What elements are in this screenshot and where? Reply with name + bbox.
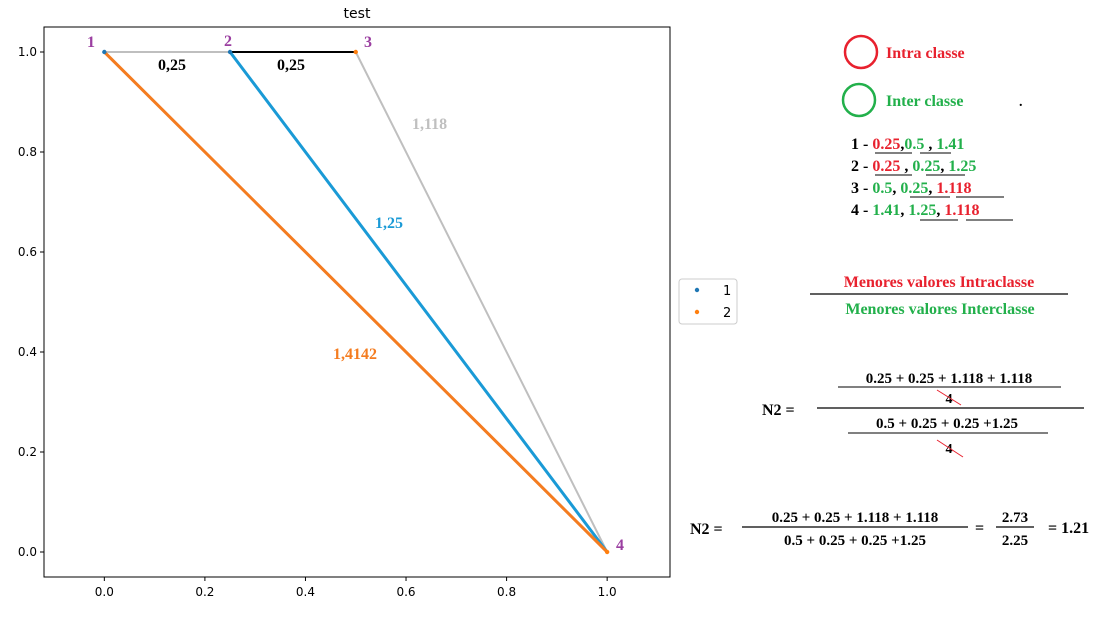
distance-row-1: 1 - 0.25,0.5 , 1.41 xyxy=(851,136,964,153)
cancel-mark-2 xyxy=(936,439,964,458)
formula2-lhs: N2 = xyxy=(690,521,723,538)
ratio-numerator: Menores valores Intraclasse xyxy=(844,274,1034,291)
formula2-frac-num: 2.73 xyxy=(1002,510,1028,526)
segment-label-3-4: 1,118 xyxy=(412,116,447,133)
data-points xyxy=(102,49,610,555)
y-tick-label: 0.6 xyxy=(18,245,37,259)
x-tick-label: 0.4 xyxy=(296,585,315,599)
stray-dot: . xyxy=(1019,95,1023,110)
legend-marker-2 xyxy=(694,309,700,315)
inter-label: Inter classe xyxy=(886,93,963,110)
data-point-series1-2 xyxy=(227,49,233,55)
legend-label-1: 1 xyxy=(723,284,731,299)
y-tick-label: 0.0 xyxy=(18,545,37,559)
data-point-series2-2 xyxy=(604,549,610,555)
ratio-denominator: Menores valores Interclasse xyxy=(845,301,1034,318)
x-tick-label: 0.2 xyxy=(195,585,214,599)
formula2-equals: = xyxy=(975,520,984,537)
formula1-den-divisor: 4 xyxy=(946,442,953,457)
distance-list: 1 - 0.25,0.5 , 1.41 2 - 0.25 , 0.25, 1.2… xyxy=(851,136,979,219)
segment-4 xyxy=(228,50,609,554)
formula1-numerator: 0.25 + 0.25 + 1.118 + 1.118 xyxy=(866,371,1033,387)
formula1-denominator: 0.5 + 0.25 + 0.25 +1.25 xyxy=(876,416,1018,432)
legend-marker-1 xyxy=(694,287,700,293)
chart-title: test xyxy=(344,6,371,22)
x-tick-label: 0.8 xyxy=(497,585,516,599)
segment-label-2-4: 1,25 xyxy=(375,215,403,232)
y-axis: 0.0 0.2 0.4 0.6 0.8 1.0 xyxy=(18,45,44,559)
segment-label-2-3: 0,25 xyxy=(277,57,305,74)
formula2-frac-den: 2.25 xyxy=(1002,533,1028,549)
segment-3 xyxy=(354,51,609,553)
x-tick-label: 0.0 xyxy=(95,585,114,599)
distance-row-2: 2 - 0.25 , 0.25, 1.25 xyxy=(851,158,976,175)
legend-label-2: 2 xyxy=(723,306,731,321)
segment-5 xyxy=(102,50,609,554)
legend: 1 2 xyxy=(678,278,738,325)
selection-underlines xyxy=(875,152,1013,221)
segment-label-1-4: 1,4142 xyxy=(333,346,377,363)
y-tick-label: 0.4 xyxy=(18,345,37,359)
distance-row-3: 3 - 0.5, 0.25, 1.118 xyxy=(851,180,971,197)
formula2-result: = 1.21 xyxy=(1048,520,1089,537)
y-tick-label: 0.2 xyxy=(18,445,37,459)
data-point-series2-1 xyxy=(353,49,358,55)
point-label-4: 4 xyxy=(616,537,624,554)
data-point-series1-1 xyxy=(102,49,107,55)
formula1-lhs: N2 = xyxy=(762,402,795,419)
intra-label: Intra classe xyxy=(886,45,965,62)
segment-label-1-2: 0,25 xyxy=(158,57,186,74)
formula1-num-divisor: 4 xyxy=(946,392,953,407)
x-axis: 0.0 0.2 0.4 0.6 0.8 1.0 xyxy=(95,577,617,599)
point-label-2: 2 xyxy=(224,33,232,50)
legend-box xyxy=(678,278,738,325)
x-tick-label: 1.0 xyxy=(598,585,617,599)
inter-circle-icon xyxy=(841,82,877,118)
point-label-1: 1 xyxy=(87,34,95,51)
distance-segments xyxy=(102,50,609,554)
plot-frame xyxy=(43,26,671,578)
y-tick-label: 0.8 xyxy=(18,145,37,159)
intra-circle-icon xyxy=(843,34,879,70)
point-label-3: 3 xyxy=(364,34,372,51)
formula2-numerator: 0.25 + 0.25 + 1.118 + 1.118 xyxy=(772,510,939,526)
cancel-mark-1 xyxy=(936,389,962,406)
formula2-denominator: 0.5 + 0.25 + 0.25 +1.25 xyxy=(784,533,926,549)
distance-row-4: 4 - 1.41, 1.25, 1.118 xyxy=(851,202,979,219)
y-tick-label: 1.0 xyxy=(18,45,37,59)
x-tick-label: 0.6 xyxy=(396,585,415,599)
